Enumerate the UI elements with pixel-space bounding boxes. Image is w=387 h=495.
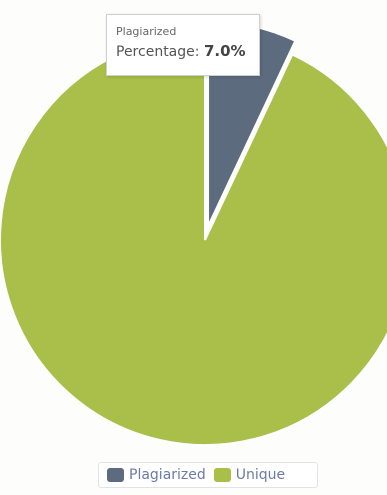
pie-slice-unique[interactable] <box>0 33 387 446</box>
legend-item-plagiarized[interactable]: Plagiarized <box>107 467 206 483</box>
legend-item-unique[interactable]: Unique <box>213 467 286 483</box>
tooltip: Plagiarized Percentage: 7.0% <box>106 14 260 76</box>
legend: Plagiarized Unique <box>98 462 318 488</box>
tooltip-label: Percentage: <box>116 44 200 60</box>
legend-swatch-unique <box>213 468 231 482</box>
legend-swatch-plagiarized <box>107 468 124 482</box>
pie-slices <box>0 20 387 446</box>
legend-label-unique: Unique <box>235 467 286 483</box>
tooltip-series: Plagiarized <box>116 25 177 38</box>
tooltip-value: 7.0% <box>203 42 246 60</box>
legend-label-plagiarized: Plagiarized <box>129 467 206 483</box>
tooltip-row: Percentage: 7.0% <box>116 42 259 61</box>
